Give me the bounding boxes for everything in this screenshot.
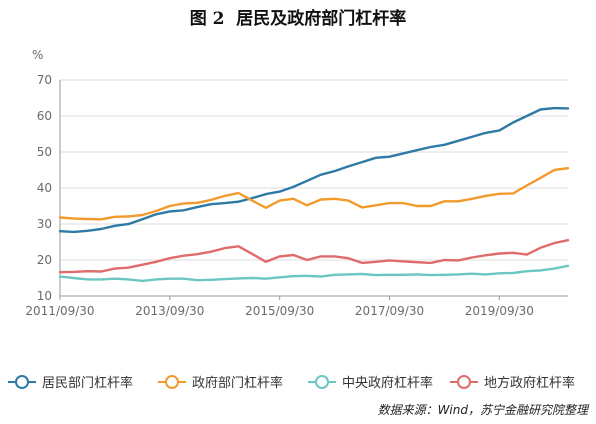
legend-swatch-marker <box>15 375 29 389</box>
legend-swatch-marker <box>457 375 471 389</box>
legend-item-4: 地方政府杠杆率 <box>450 375 575 391</box>
series-line-4 <box>58 239 570 274</box>
chart-title: 图 2 居民及政府部门杠杆率 <box>189 9 407 29</box>
legend-item-1: 居民部门杠杆率 <box>8 375 133 391</box>
y-axis-unit: % <box>32 48 43 62</box>
series-line-3 <box>58 264 570 283</box>
x-tick-label: 2015/09/30 <box>245 304 314 318</box>
legend-label: 中央政府杠杆率 <box>342 375 433 391</box>
series-line-1 <box>58 106 570 234</box>
x-tick-label: 2017/09/30 <box>355 304 424 318</box>
y-tick-label: 70 <box>37 73 52 87</box>
legend-label: 居民部门杠杆率 <box>42 375 133 391</box>
legend: 居民部门杠杆率 政府部门杠杆率 中央政府杠杆率 地方政府杠杆率 <box>8 375 575 391</box>
y-tick-label: 60 <box>37 109 52 123</box>
x-tick-labels: 2011/09/30 2013/09/30 2015/09/30 2017/09/30… <box>25 296 534 318</box>
x-tick-label: 2011/09/30 <box>25 304 94 318</box>
y-tick-label: 50 <box>37 145 52 159</box>
legend-label: 政府部门杠杆率 <box>192 375 283 391</box>
data-source-note: 数据来源：Wind，苏宁金融研究院整理 <box>377 403 588 417</box>
y-tick-label: 40 <box>37 181 52 195</box>
x-tick-label: 2013/09/30 <box>135 304 204 318</box>
y-tick-label: 30 <box>37 217 52 231</box>
axes <box>59 80 568 297</box>
y-tick-label: 20 <box>37 253 52 267</box>
series-lines <box>58 106 570 283</box>
legend-label: 地方政府杠杆率 <box>484 375 575 391</box>
y-tick-labels: 10 20 30 40 50 60 70 <box>37 73 52 303</box>
legend-item-3: 中央政府杠杆率 <box>308 375 433 391</box>
y-tick-label: 10 <box>37 289 52 303</box>
legend-item-2: 政府部门杠杆率 <box>158 375 283 391</box>
x-tick-label: 2019/09/30 <box>465 304 534 318</box>
legend-swatch-marker <box>165 375 179 389</box>
grid-lines <box>60 79 568 261</box>
legend-swatch-marker <box>315 375 329 389</box>
series-line-2 <box>58 167 570 221</box>
